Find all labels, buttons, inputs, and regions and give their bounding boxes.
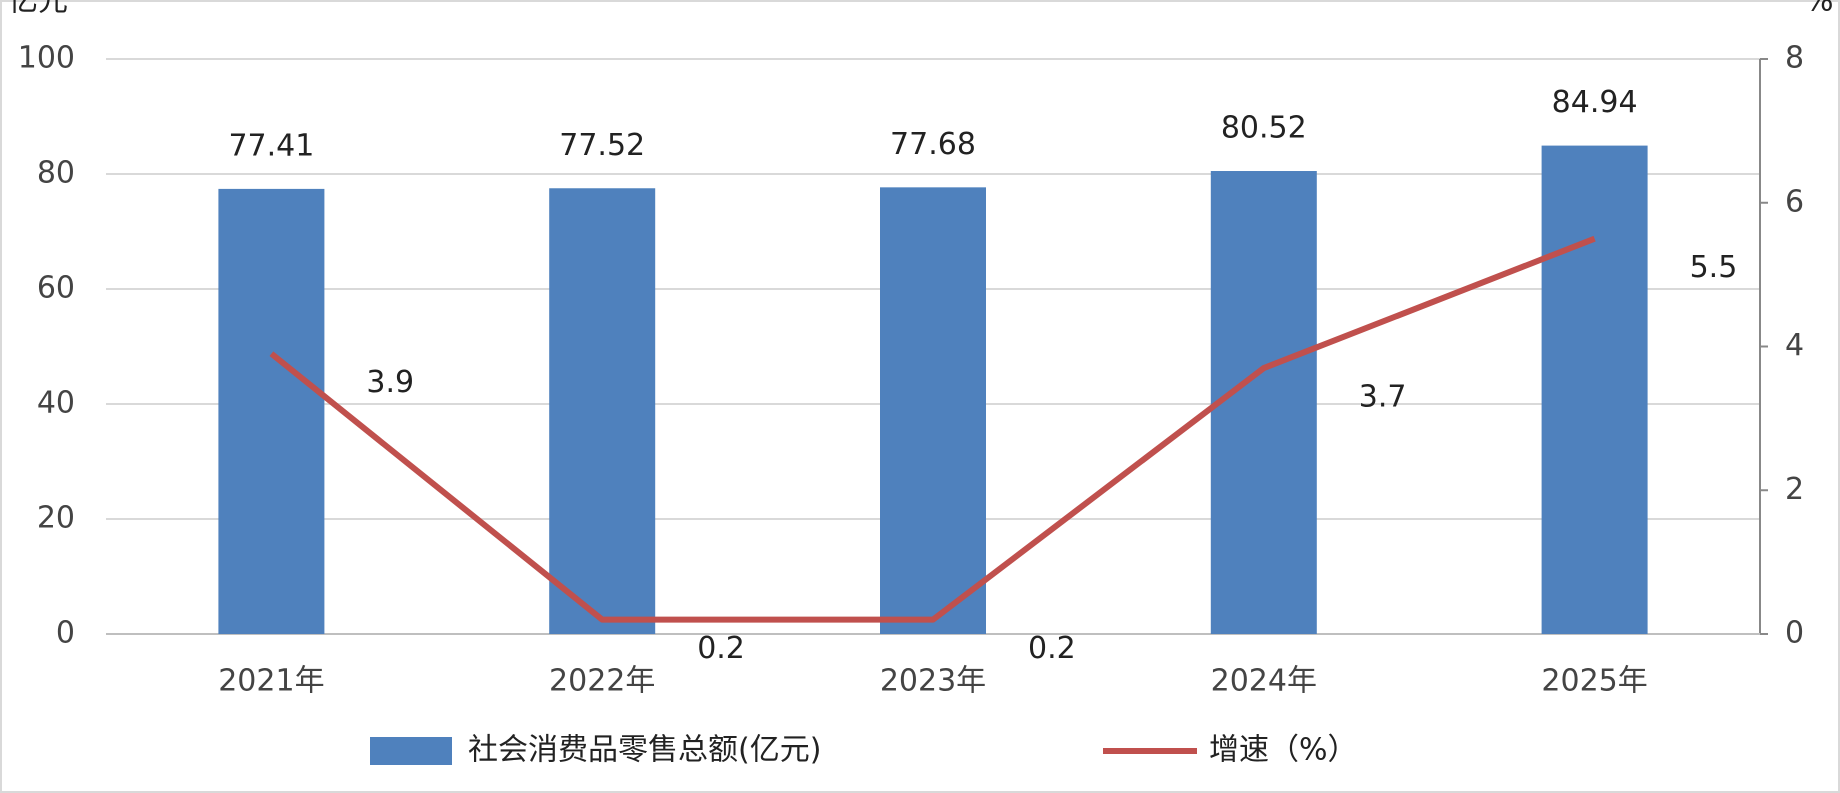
bar xyxy=(218,188,325,634)
y-axis-title: 亿元 xyxy=(8,0,68,19)
line-value-label: 0.2 xyxy=(697,631,745,666)
y-tick-label: 80 xyxy=(37,156,75,191)
y-tick-label: 20 xyxy=(37,501,75,536)
y-tick-label: 0 xyxy=(56,616,75,651)
y2-tick-label: 8 xyxy=(1785,41,1804,76)
y2-tick-label: 4 xyxy=(1785,328,1804,363)
y2-tick-label: 6 xyxy=(1785,184,1804,219)
legend-label: 社会消费品零售总额(亿元) xyxy=(468,733,821,768)
x-tick-label: 2022年 xyxy=(549,664,655,699)
y-tick-label: 100 xyxy=(18,41,75,76)
bar xyxy=(880,187,986,634)
y2-tick-label: 2 xyxy=(1785,472,1804,507)
bar-value-label: 77.68 xyxy=(890,127,976,162)
x-tick-label: 2021年 xyxy=(218,664,324,699)
line-value-label: 3.9 xyxy=(366,365,414,400)
y2-tick-label: 0 xyxy=(1785,616,1804,651)
line xyxy=(269,235,1596,623)
legend-label: 增速（%） xyxy=(1209,733,1358,768)
line-value-label: 5.5 xyxy=(1690,250,1738,285)
bar-value-label: 84.94 xyxy=(1552,85,1638,120)
bar-value-label: 77.52 xyxy=(559,128,645,163)
y-tick-label: 60 xyxy=(37,271,75,306)
legend-swatch xyxy=(370,737,452,765)
y-tick-label: 40 xyxy=(37,386,75,421)
line-value-label: 3.7 xyxy=(1359,380,1407,415)
bar-value-label: 77.41 xyxy=(228,128,314,163)
line-value-label: 0.2 xyxy=(1028,631,1076,666)
bar xyxy=(549,188,656,634)
x-tick-label: 2024年 xyxy=(1211,664,1317,699)
bar-value-label: 80.52 xyxy=(1221,111,1307,146)
y2-axis-title: % xyxy=(1805,0,1834,19)
x-tick-label: 2023年 xyxy=(880,664,986,699)
bar xyxy=(1210,171,1317,634)
x-tick-label: 2025年 xyxy=(1541,664,1647,699)
bar xyxy=(1541,145,1648,634)
